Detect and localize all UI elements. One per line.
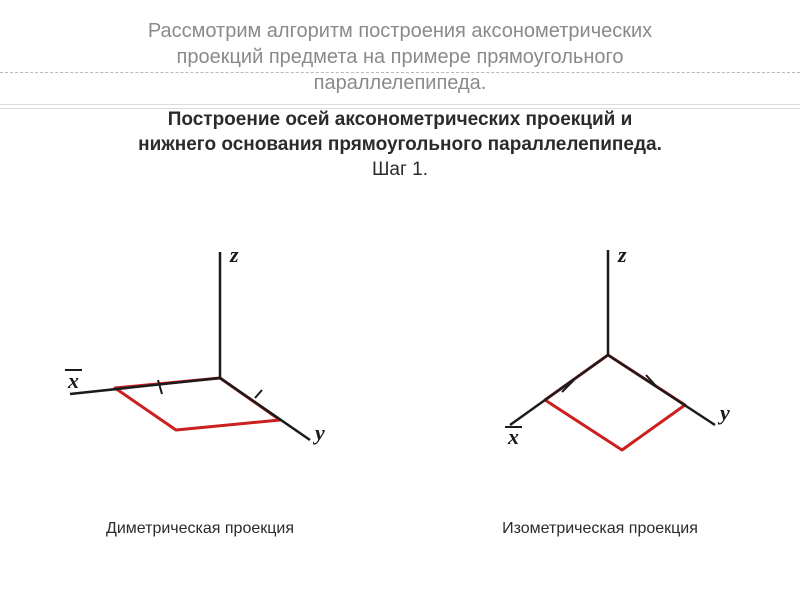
isometric-base-polygon: [545, 355, 685, 450]
captions-row: Диметрическая проекция Изометрическая пр…: [0, 520, 800, 538]
slide-subtitle: Построение осей аксонометрических проекц…: [30, 108, 770, 157]
divider-dashed: [0, 72, 800, 73]
isometric-label-z: z: [617, 242, 627, 267]
caption-dimetric: Диметрическая проекция: [0, 520, 400, 538]
dimetric-label-x: x: [67, 368, 79, 393]
isometric-label-x: x: [507, 424, 519, 449]
isometric-axis-x: [510, 355, 608, 425]
divider-light-1: [0, 104, 800, 105]
figures-row: z x y z x y: [0, 240, 800, 500]
isometric-svg: z x y: [440, 240, 760, 480]
subtitle-line-1: Построение осей аксонометрических проекц…: [168, 109, 633, 130]
subtitle-line-2: нижнего основания прямоугольного паралле…: [138, 134, 662, 155]
dimetric-tick-y: [255, 390, 262, 398]
figure-isometric: z x y: [440, 240, 760, 480]
title-line-2: проекций предмета на примере прямоугольн…: [177, 46, 624, 68]
step-label: Шаг 1.: [30, 159, 770, 181]
isometric-label-y: y: [717, 400, 730, 425]
dimetric-svg: z x y: [40, 240, 360, 480]
title-line-1: Рассмотрим алгоритм построения аксономет…: [148, 20, 652, 42]
isometric-axis-y: [608, 355, 715, 425]
slide-title: Рассмотрим алгоритм построения аксономет…: [30, 18, 770, 96]
title-line-3: параллелепипеда.: [314, 72, 487, 94]
dimetric-axis-x: [70, 378, 220, 394]
figure-dimetric: z x y: [40, 240, 360, 480]
divider-light-2: [0, 108, 800, 109]
caption-isometric: Изометрическая проекция: [400, 520, 800, 538]
dimetric-label-z: z: [229, 242, 239, 267]
slide-page: Рассмотрим алгоритм построения аксономет…: [0, 0, 800, 600]
dimetric-label-y: y: [312, 420, 325, 445]
dimetric-axis-y: [220, 378, 310, 440]
